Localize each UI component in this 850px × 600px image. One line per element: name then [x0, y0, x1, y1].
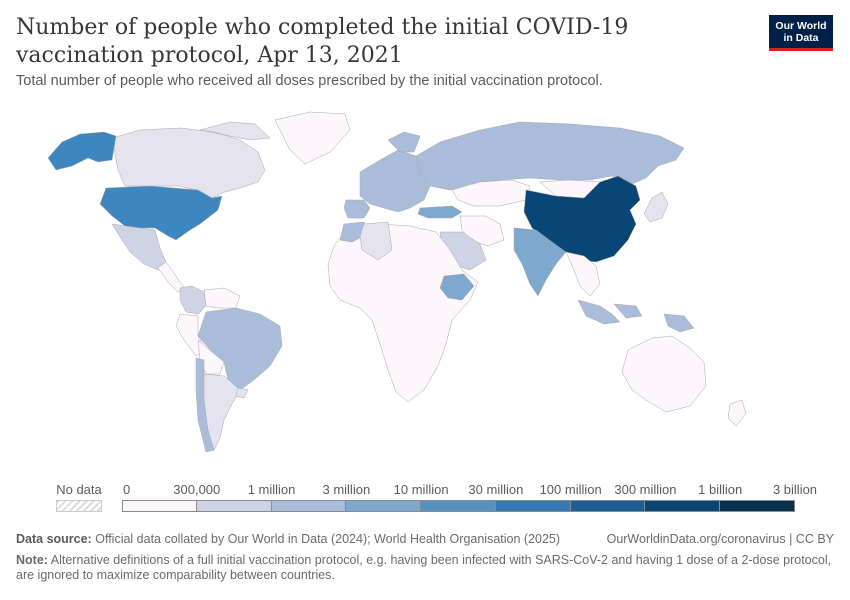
legend-swatch[interactable] — [122, 500, 197, 512]
legend-swatch[interactable] — [271, 500, 347, 512]
region-algeria[interactable] — [359, 221, 393, 261]
legend-tick-label: 30 million — [468, 482, 524, 497]
logo-line2: in Data — [783, 31, 819, 44]
source-label: Data source: — [16, 532, 92, 546]
legend-tick-label: 300 million — [614, 482, 677, 497]
region-uruguay[interactable] — [235, 387, 249, 399]
region-ethiopia[interactable] — [439, 273, 475, 301]
legend-no-data-label: No data — [56, 482, 102, 497]
region-greenland[interactable] — [274, 111, 351, 165]
legend-tick-label: 3 million — [322, 482, 371, 497]
legend-swatch[interactable] — [421, 500, 496, 512]
region-argentina[interactable] — [203, 373, 241, 451]
region-africa[interactable] — [327, 223, 479, 403]
region-new-zealand[interactable] — [727, 399, 747, 427]
footer-source: Data source: Official data collated by O… — [16, 532, 834, 547]
legend-tick-label: 100 million — [539, 482, 602, 497]
legend-swatch[interactable] — [346, 500, 422, 512]
logo-line1: Our World — [775, 19, 827, 32]
region-russia[interactable] — [415, 121, 685, 191]
owid-logo[interactable]: Our World in Data — [769, 15, 833, 51]
note-text: Alternative definitions of a full initia… — [16, 553, 832, 582]
region-papua-new-guinea[interactable] — [663, 313, 695, 333]
legend-swatch[interactable] — [645, 500, 721, 512]
region-india[interactable] — [513, 227, 567, 297]
source-text: Official data collated by Our World in D… — [95, 532, 561, 546]
map-legend: No data 0 300,000 1 million 3 million 10 mil… — [0, 476, 850, 516]
region-japan[interactable] — [643, 191, 669, 223]
region-alaska[interactable] — [47, 131, 117, 171]
chart-title: Number of people who completed the initi… — [16, 15, 629, 68]
footer-note: Note: Alternative definitions of a full … — [16, 553, 834, 583]
chart-subtitle: Total number of people who received all … — [16, 73, 603, 89]
legend-swatch[interactable] — [196, 500, 272, 512]
region-mexico[interactable] — [111, 223, 167, 271]
source-url[interactable]: OurWorldinData.org/coronavirus | CC BY — [606, 532, 834, 546]
region-southeast-asia[interactable] — [565, 251, 601, 297]
region-venezuela[interactable] — [203, 287, 241, 309]
world-map — [47, 111, 747, 453]
region-australia[interactable] — [621, 335, 707, 413]
region-central-america[interactable] — [157, 261, 187, 293]
legend-swatch[interactable] — [495, 500, 571, 512]
legend-tick-label: 1 billion — [698, 482, 743, 497]
legend-tick-label: 0 — [123, 482, 131, 497]
legend-tick-label: 1 million — [247, 482, 296, 497]
region-western-europe[interactable] — [359, 131, 431, 213]
note-label: Note: — [16, 553, 48, 567]
region-turkey[interactable] — [417, 205, 463, 219]
legend-swatch[interactable] — [720, 500, 795, 512]
legend-tick-label: 10 million — [393, 482, 449, 497]
region-indonesia[interactable] — [577, 299, 643, 325]
region-colombia[interactable] — [179, 285, 207, 315]
legend-no-data-swatch[interactable] — [56, 500, 102, 512]
legend-tick-label: 300,000 — [173, 482, 221, 497]
legend-tick-label: 3 billion — [772, 482, 818, 497]
region-spain[interactable] — [343, 199, 371, 219]
legend-swatch[interactable] — [570, 500, 646, 512]
